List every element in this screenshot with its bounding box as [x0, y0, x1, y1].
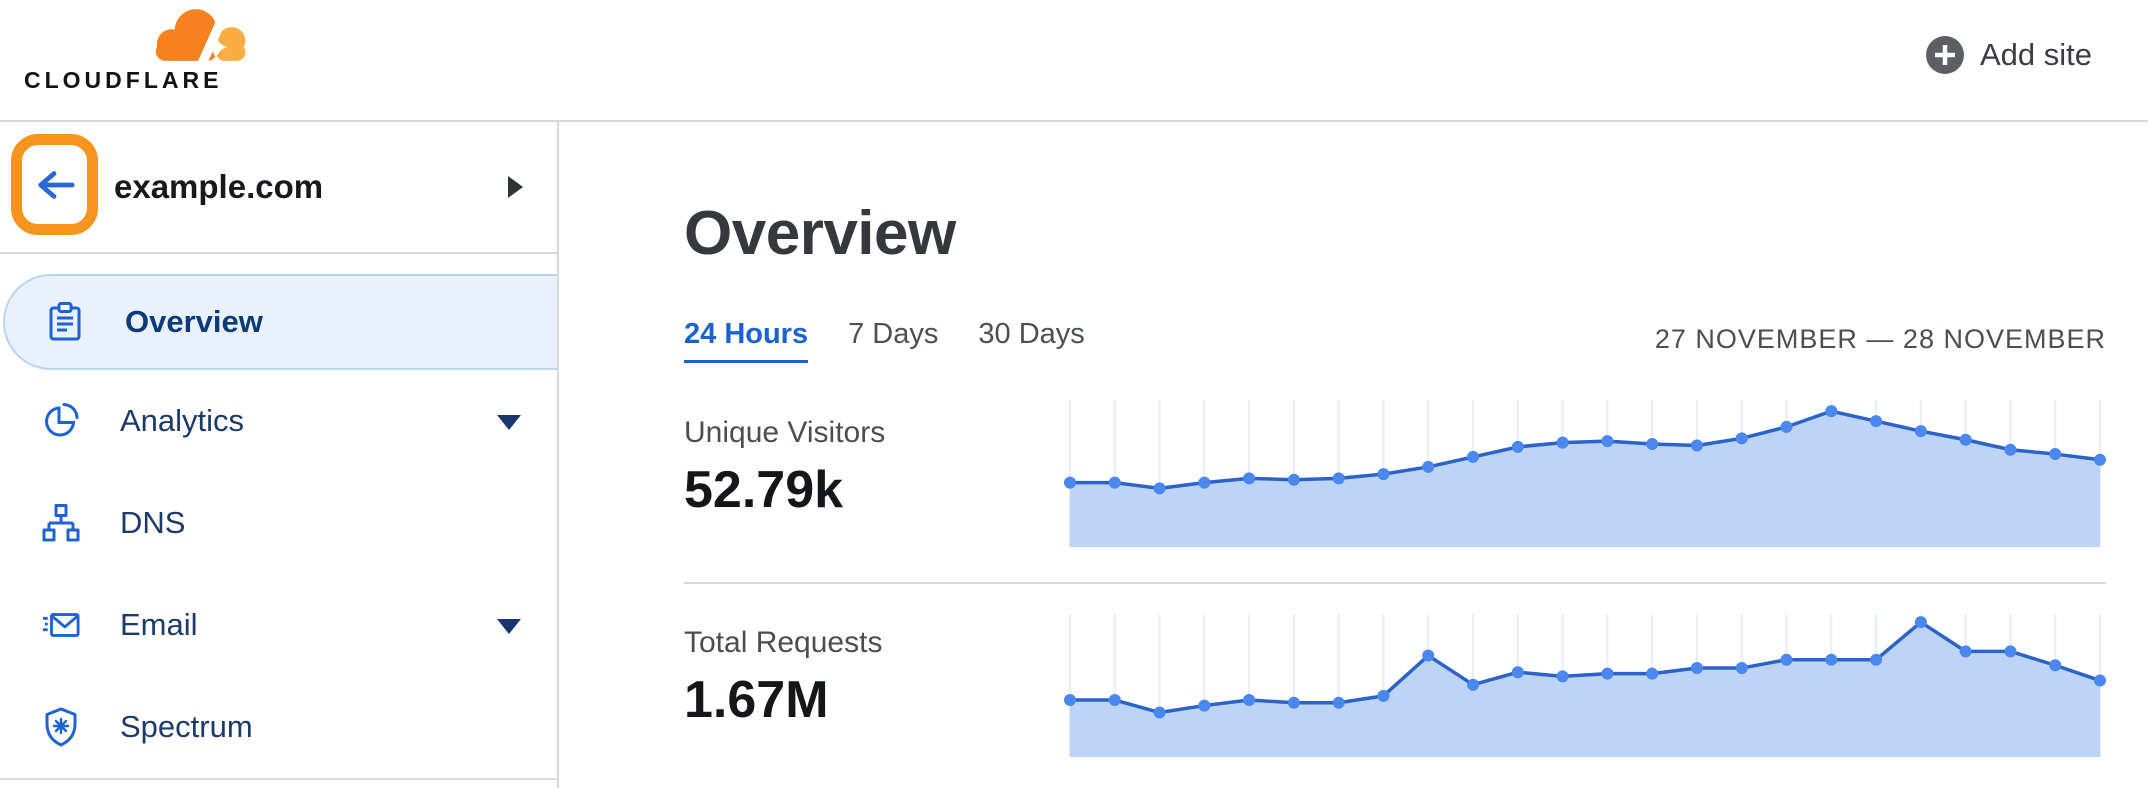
sidebar: example.com Overview	[0, 122, 559, 788]
tab-24-hours[interactable]: 24 Hours	[684, 318, 809, 363]
add-site-button[interactable]: Add site	[1925, 36, 2092, 74]
metric-label-unique-visitors: Unique Visitors	[684, 416, 886, 449]
email-icon	[42, 605, 80, 645]
metric-label-total-requests: Total Requests	[684, 626, 883, 659]
chevron-down-icon[interactable]	[497, 619, 521, 634]
sidebar-item-analytics[interactable]: Analytics	[0, 370, 557, 472]
cloudflare-cloud-icon	[155, 9, 246, 64]
clipboard-icon	[47, 302, 85, 342]
sidebar-item-dns[interactable]: DNS	[0, 472, 557, 574]
metric-value-unique-visitors: 52.79k	[684, 461, 844, 519]
total-requests-chart	[1064, 614, 2106, 757]
back-button-highlight	[11, 134, 98, 235]
time-range-tabs: 24 Hours 7 Days 30 Days	[684, 318, 1085, 363]
site-switcher-row[interactable]: example.com	[0, 122, 557, 254]
sidebar-item-email[interactable]: Email	[0, 574, 557, 676]
tab-30-days[interactable]: 30 Days	[978, 318, 1085, 350]
shield-icon	[42, 707, 80, 747]
date-range-label: 27 NOVEMBER — 28 NOVEMBER	[1654, 324, 2106, 354]
sidebar-item-label: Spectrum	[120, 709, 253, 744]
sidebar-section-divider	[0, 778, 557, 780]
pie-chart-icon	[42, 401, 80, 441]
site-name: example.com	[114, 168, 324, 205]
sidebar-nav: Overview Analytics	[0, 274, 557, 778]
tab-7-days[interactable]: 7 Days	[848, 318, 939, 350]
cloudflare-logo[interactable]: CLOUDFLARE	[24, 4, 260, 96]
chevron-right-icon[interactable]	[508, 176, 523, 198]
back-arrow-icon[interactable]	[34, 167, 76, 203]
sidebar-item-overview[interactable]: Overview	[3, 274, 557, 370]
chevron-down-icon[interactable]	[497, 415, 521, 430]
dns-tree-icon	[42, 503, 80, 543]
sidebar-item-label: Analytics	[120, 403, 245, 438]
metric-value-total-requests: 1.67M	[684, 671, 829, 729]
page-title: Overview	[684, 199, 956, 268]
top-header: CLOUDFLARE Add site	[0, 0, 2148, 122]
add-site-label: Add site	[1979, 37, 2092, 72]
sidebar-item-label: DNS	[120, 505, 186, 540]
sidebar-item-spectrum[interactable]: Spectrum	[0, 676, 557, 778]
sidebar-item-label: Overview	[125, 304, 263, 339]
plus-circle-icon	[1925, 36, 1964, 74]
cloudflare-wordmark: CLOUDFLARE	[24, 67, 223, 93]
sidebar-item-label: Email	[120, 607, 198, 642]
metrics-row-divider	[684, 582, 2106, 584]
unique-visitors-chart	[1064, 400, 2106, 547]
